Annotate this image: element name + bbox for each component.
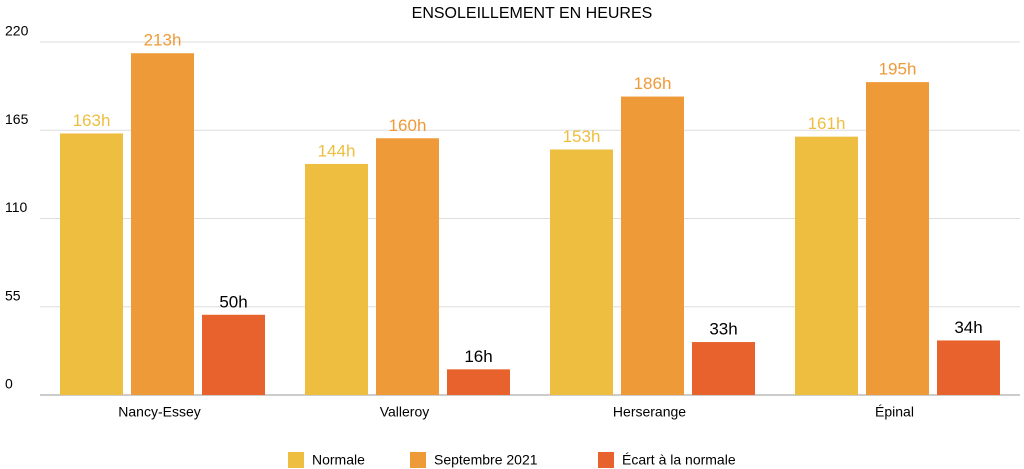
value-label: 161h <box>808 114 846 133</box>
bar <box>692 342 755 395</box>
x-tick-label: Herserange <box>613 404 686 420</box>
bar <box>937 340 1000 395</box>
y-tick-label: 220 <box>5 23 29 39</box>
value-label: 213h <box>144 31 182 50</box>
y-tick-label: 0 <box>5 376 13 392</box>
bar <box>131 53 194 396</box>
value-label: 186h <box>634 74 672 93</box>
x-tick-label: Épinal <box>875 404 914 420</box>
value-label: 153h <box>563 127 601 146</box>
value-label: 160h <box>389 116 427 135</box>
value-label: 34h <box>954 318 982 337</box>
bar <box>305 163 368 395</box>
bar <box>202 314 265 395</box>
legend-swatch <box>598 452 614 468</box>
bar <box>866 82 929 395</box>
y-tick-label: 165 <box>5 111 29 127</box>
chart-title: ENSOLEILLEMENT EN HEURES <box>412 5 653 22</box>
value-label: 195h <box>879 60 917 79</box>
bar <box>621 96 684 396</box>
x-tick-label: Nancy-Essey <box>118 404 200 420</box>
value-label: 33h <box>709 320 737 339</box>
legend-label: Septembre 2021 <box>434 452 538 468</box>
value-label: 144h <box>318 141 356 160</box>
y-tick-label: 110 <box>5 199 28 215</box>
bar <box>376 138 439 396</box>
legend-label: Normale <box>312 452 365 468</box>
bar <box>447 369 510 395</box>
value-label: 50h <box>219 292 247 311</box>
legend-swatch <box>288 452 304 468</box>
value-label: 16h <box>464 347 492 366</box>
bar <box>795 136 858 395</box>
value-label: 163h <box>73 111 111 130</box>
bar <box>60 133 123 395</box>
bar <box>550 149 613 395</box>
x-tick-label: Valleroy <box>380 404 430 420</box>
legend-label: Écart à la normale <box>622 452 736 468</box>
legend-swatch <box>410 452 426 468</box>
y-tick-label: 55 <box>5 287 21 303</box>
